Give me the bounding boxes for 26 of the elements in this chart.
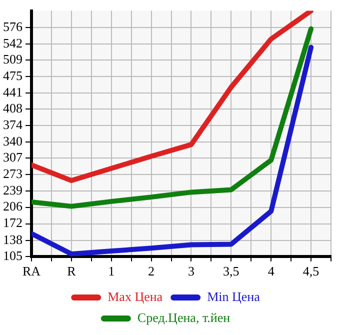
legend-label: Min Цена — [207, 288, 260, 304]
x-tick-label: 4 — [268, 264, 275, 279]
y-tick-label: 206 — [3, 198, 23, 214]
x-tick-label: 4,5 — [302, 264, 320, 279]
x-tick-label: 3 — [188, 264, 194, 279]
legend-label: Max Цена — [108, 288, 163, 304]
y-tick-label: 576 — [3, 18, 23, 34]
y-tick-label: 340 — [3, 134, 22, 149]
x-tick-label: 2 — [148, 264, 155, 279]
x-tick-label: 1 — [108, 264, 115, 279]
y-tick-label: 408 — [3, 100, 22, 116]
legend-label: Сред.Цена, т.йен — [137, 310, 230, 325]
y-tick-label: 273 — [3, 166, 22, 182]
y-tick-label: 475 — [3, 68, 22, 83]
y-tick-label: 374 — [3, 116, 23, 132]
y-tick-label: 239 — [3, 182, 22, 198]
y-tick-label: 307 — [3, 150, 23, 165]
y-tick-label: 105 — [3, 248, 22, 263]
x-tick-label: R — [67, 264, 76, 279]
y-tick-label: 509 — [3, 51, 22, 66]
x-tick-label: RA — [22, 264, 42, 279]
y-tick-label: 138 — [3, 232, 22, 247]
y-tick-label: 542 — [3, 35, 22, 50]
x-tick-label: 3,5 — [223, 264, 240, 279]
y-tick-label: 172 — [3, 215, 22, 230]
y-tick-label: 441 — [3, 84, 22, 100]
